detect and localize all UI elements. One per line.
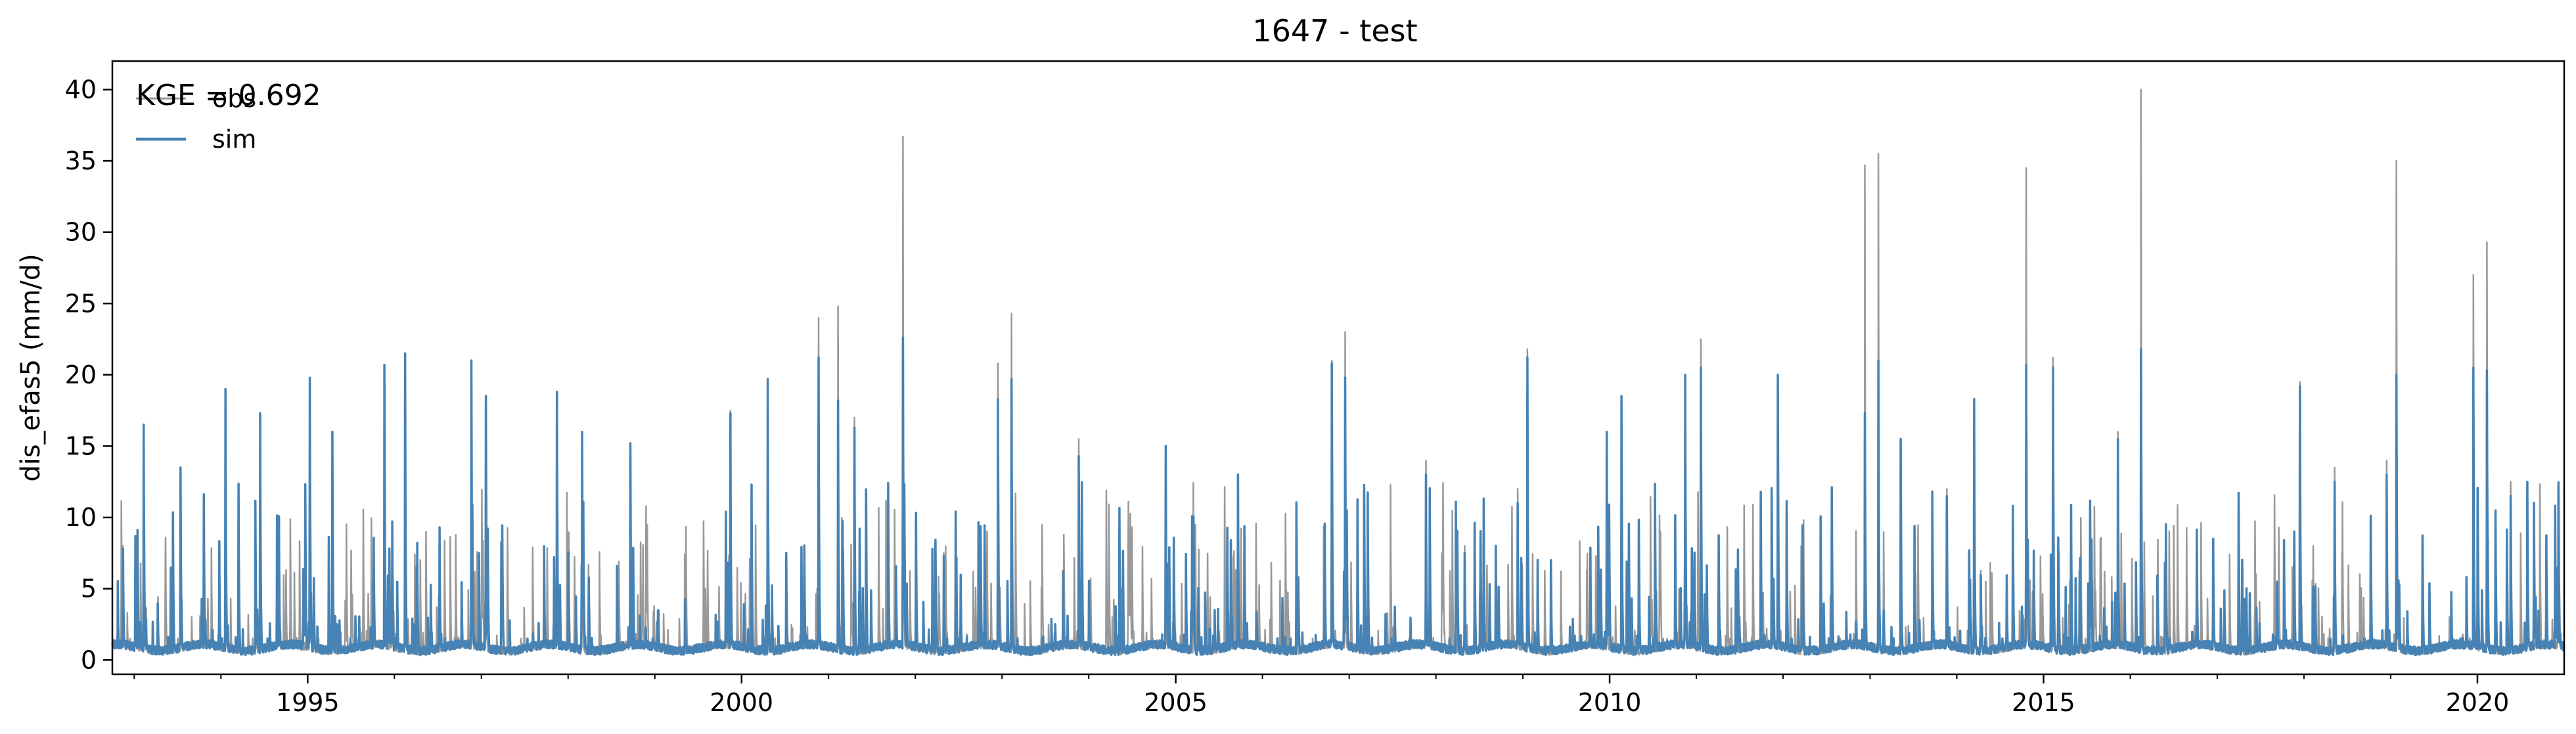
y-axis-label: dis_efas5 (mm/d) (16, 253, 46, 482)
y-tick-label: 15 (65, 431, 97, 460)
x-tick-label: 2005 (1144, 688, 1208, 717)
legend-label-obs: obs (212, 84, 256, 113)
plot-series-layer (111, 89, 2565, 657)
legend: obs sim (136, 84, 256, 154)
x-tick-label: 2020 (2446, 688, 2510, 717)
x-tick-label: 2015 (2012, 688, 2075, 717)
y-tick-label: 25 (65, 289, 97, 318)
y-tick-label: 5 (81, 574, 97, 603)
y-tick-label: 0 (81, 645, 97, 674)
legend-label-sim: sim (212, 125, 256, 154)
kge-annotation: KGE = 0.692 (136, 79, 321, 112)
plot-frame (111, 60, 2565, 676)
y-axis: 0 5 10 15 20 25 30 35 40 (65, 75, 112, 674)
y-tick-label: 35 (65, 146, 97, 175)
y-tick-label: 20 (65, 360, 97, 389)
y-tick-label: 30 (65, 218, 97, 247)
x-axis: 1995 2000 2005 2010 2015 2020 (133, 674, 2510, 717)
y-tick-label: 10 (65, 503, 97, 532)
chart-title: 1647 - test (1252, 13, 1417, 49)
x-tick-label: 2010 (1578, 688, 1642, 717)
y-tick-label: 40 (65, 75, 97, 104)
series-line-sim (111, 336, 2565, 657)
x-tick-label: 2000 (710, 688, 773, 717)
x-tick-label: 1995 (276, 688, 340, 717)
